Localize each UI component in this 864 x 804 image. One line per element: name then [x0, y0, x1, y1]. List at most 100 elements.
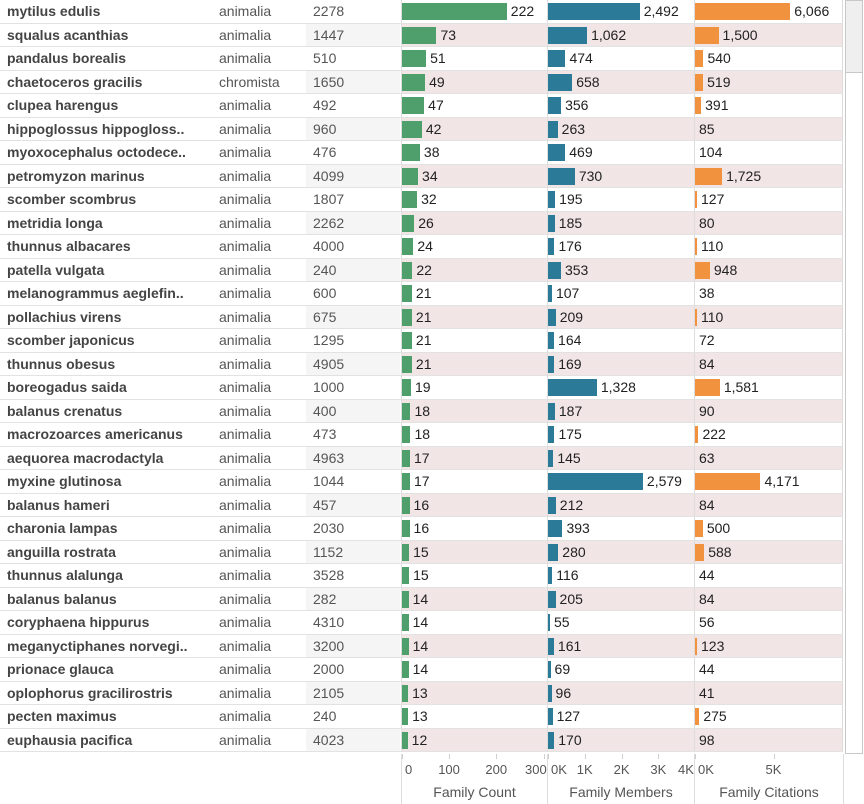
bar-family-citations[interactable] — [695, 73, 704, 91]
bar-family-members[interactable] — [548, 191, 556, 208]
scrollbar-thumb[interactable] — [846, 1, 862, 73]
bar-family-count[interactable] — [402, 567, 410, 584]
bar-family-members[interactable] — [548, 684, 552, 702]
bar-family-count[interactable] — [402, 637, 409, 655]
bar-family-count[interactable] — [402, 191, 418, 208]
bar-family-citations[interactable] — [695, 426, 699, 443]
bar-family-members[interactable] — [548, 590, 556, 608]
table-row[interactable]: euphausia pacifica animalia 4023 12 170 98 — [0, 728, 843, 752]
table-row[interactable]: balanus balanus animalia 282 14 205 84 — [0, 587, 843, 611]
table-row[interactable]: pollachius virens animalia 675 21 209 110 — [0, 305, 843, 329]
bar-family-count[interactable] — [402, 379, 411, 396]
bar-family-count[interactable] — [402, 496, 410, 514]
table-row[interactable]: coryphaena hippurus animalia 4310 14 55 56 — [0, 611, 843, 635]
bar-family-citations[interactable] — [695, 191, 697, 208]
bar-family-members[interactable] — [548, 120, 558, 138]
bar-family-members[interactable] — [548, 614, 551, 631]
bar-family-count[interactable] — [402, 614, 409, 631]
vertical-scrollbar[interactable] — [845, 0, 863, 754]
bar-family-count[interactable] — [402, 50, 427, 67]
bar-family-citations[interactable] — [695, 637, 697, 655]
bar-family-members[interactable] — [548, 73, 573, 91]
bar-family-members[interactable] — [548, 97, 562, 114]
bar-family-citations[interactable] — [695, 520, 703, 537]
bar-family-citations[interactable] — [695, 308, 697, 326]
bar-family-members[interactable] — [548, 449, 554, 467]
bar-family-citations[interactable] — [695, 167, 723, 185]
table-row[interactable]: meganyctiphanes norvegi.. animalia 3200 14 1… — [0, 634, 843, 658]
table-row[interactable]: macrozoarces americanus animalia 473 18 175 2… — [0, 423, 843, 447]
bar-family-members[interactable] — [548, 26, 588, 44]
bar-family-count[interactable] — [402, 402, 411, 420]
bar-family-citations[interactable] — [695, 3, 791, 20]
table-row[interactable]: aequorea macrodactyla animalia 4963 17 145 63 — [0, 446, 843, 470]
table-row[interactable]: petromyzon marinus animalia 4099 34 730 1,725 — [0, 164, 843, 188]
bar-family-members[interactable] — [548, 261, 561, 279]
bar-family-members[interactable] — [548, 661, 551, 678]
bar-family-members[interactable] — [548, 379, 597, 396]
bar-family-members[interactable] — [548, 308, 556, 326]
table-row[interactable]: scomber japonicus animalia 1295 21 164 72 — [0, 329, 843, 353]
bar-family-count[interactable] — [402, 26, 437, 44]
bar-family-citations[interactable] — [695, 238, 697, 255]
table-row[interactable]: pandalus borealis animalia 510 51 474 540 — [0, 47, 843, 71]
bar-family-count[interactable] — [402, 520, 410, 537]
bar-family-members[interactable] — [548, 332, 555, 349]
bar-family-citations[interactable] — [695, 379, 720, 396]
bar-family-count[interactable] — [402, 332, 412, 349]
bar-family-members[interactable] — [548, 238, 555, 255]
bar-family-count[interactable] — [402, 708, 409, 725]
bar-family-members[interactable] — [548, 543, 559, 561]
table-row[interactable]: charonia lampas animalia 2030 16 393 500 — [0, 517, 843, 541]
bar-family-citations[interactable] — [695, 97, 702, 114]
bar-family-count[interactable] — [402, 214, 415, 232]
bar-family-count[interactable] — [402, 449, 411, 467]
bar-family-members[interactable] — [548, 167, 575, 185]
bar-family-members[interactable] — [548, 144, 566, 161]
table-row[interactable]: pecten maximus animalia 240 13 127 275 — [0, 705, 843, 729]
table-row[interactable]: scomber scombrus animalia 1807 32 195 127 — [0, 188, 843, 212]
bar-family-members[interactable] — [548, 402, 555, 420]
bar-family-members[interactable] — [548, 214, 555, 232]
bar-family-count[interactable] — [402, 590, 409, 608]
bar-family-count[interactable] — [402, 3, 507, 20]
table-row[interactable]: myxine glutinosa animalia 1044 17 2,579 4,171 — [0, 470, 843, 494]
bar-family-members[interactable] — [548, 355, 555, 373]
bar-family-citations[interactable] — [695, 543, 705, 561]
table-row[interactable]: mytilus edulis animalia 2278 222 2,492 6,066 — [0, 0, 843, 24]
table-row[interactable]: thunnus alalunga animalia 3528 15 116 44 — [0, 564, 843, 588]
bar-family-members[interactable] — [548, 637, 554, 655]
bar-family-count[interactable] — [402, 308, 412, 326]
table-row[interactable]: hippoglossus hippogloss.. animalia 960 42 26… — [0, 117, 843, 141]
bar-family-count[interactable] — [402, 261, 413, 279]
table-row[interactable]: clupea harengus animalia 492 47 356 391 — [0, 94, 843, 118]
bar-family-count[interactable] — [402, 731, 408, 749]
table-row[interactable]: myoxocephalus octodece.. animalia 476 38 469… — [0, 141, 843, 165]
bar-family-count[interactable] — [402, 543, 410, 561]
table-row[interactable]: metridia longa animalia 2262 26 185 80 — [0, 211, 843, 235]
bar-family-count[interactable] — [402, 285, 412, 302]
bar-family-citations[interactable] — [695, 50, 704, 67]
table-row[interactable]: thunnus albacares animalia 4000 24 176 110 — [0, 235, 843, 259]
bar-family-members[interactable] — [548, 3, 640, 20]
bar-family-members[interactable] — [548, 520, 563, 537]
table-row[interactable]: melanogrammus aeglefin.. animalia 600 21 107… — [0, 282, 843, 306]
table-row[interactable]: thunnus obesus animalia 4905 21 169 84 — [0, 352, 843, 376]
table-row[interactable]: patella vulgata animalia 240 22 353 948 — [0, 258, 843, 282]
table-row[interactable]: balanus hameri animalia 457 16 212 84 — [0, 493, 843, 517]
bar-family-count[interactable] — [402, 238, 414, 255]
table-row[interactable]: boreogadus saida animalia 1000 19 1,328 1,581 — [0, 376, 843, 400]
bar-family-count[interactable] — [402, 144, 420, 161]
bar-family-members[interactable] — [548, 567, 553, 584]
bar-family-members[interactable] — [548, 496, 556, 514]
bar-family-count[interactable] — [402, 97, 425, 114]
bar-family-citations[interactable] — [695, 26, 719, 44]
bar-family-count[interactable] — [402, 426, 411, 443]
table-row[interactable]: balanus crenatus animalia 400 18 187 90 — [0, 399, 843, 423]
bar-family-count[interactable] — [402, 661, 409, 678]
bar-family-count[interactable] — [402, 473, 411, 490]
bar-family-count[interactable] — [402, 73, 426, 91]
bar-family-members[interactable] — [548, 50, 566, 67]
bar-family-citations[interactable] — [695, 261, 710, 279]
bar-family-citations[interactable] — [695, 708, 700, 725]
